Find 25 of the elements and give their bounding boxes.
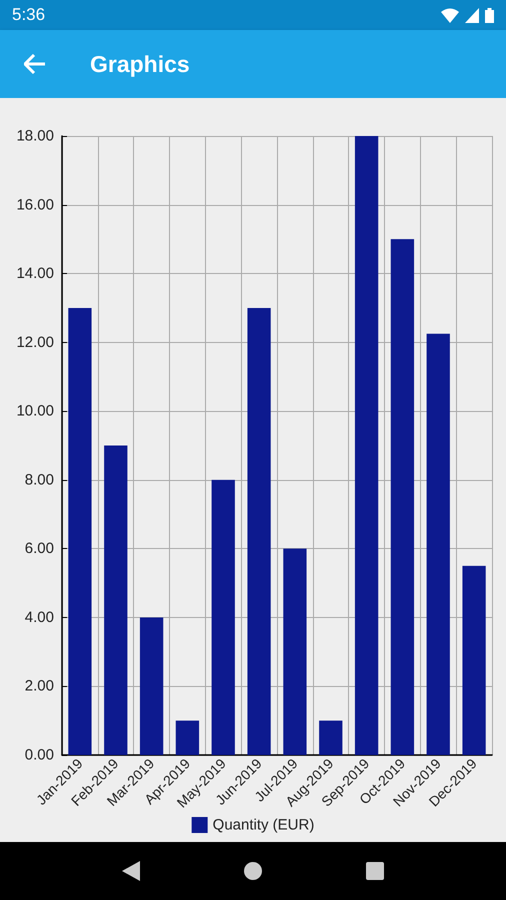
y-tick-label: 6.00: [24, 540, 54, 558]
bar: [247, 308, 271, 755]
y-tick-label: 0.00: [24, 746, 54, 764]
y-tick-label: 14.00: [16, 265, 54, 282]
y-tick-label: 4.00: [24, 608, 54, 626]
bar: [104, 446, 128, 755]
legend-label: Quantity (EUR): [212, 816, 314, 834]
bar: [68, 308, 92, 755]
bar: [390, 239, 414, 755]
bar: [176, 720, 200, 755]
chart-title: Graphics: [90, 50, 190, 78]
y-tick-label: 16.00: [16, 196, 54, 214]
y-tick-label: 2.00: [24, 678, 54, 695]
bar: [212, 480, 235, 755]
y-tick-label: 8.00: [24, 471, 54, 488]
y-tick-label: 18.00: [16, 128, 54, 144]
y-tick-label: 12.00: [16, 334, 54, 351]
text: 5:36: [12, 5, 46, 25]
bar: [319, 720, 342, 755]
bar: [426, 334, 450, 755]
bar: [283, 548, 307, 755]
bar: [462, 566, 486, 755]
bar: [140, 617, 164, 755]
y-tick-label: 10.00: [16, 402, 54, 420]
bar: [354, 136, 378, 755]
